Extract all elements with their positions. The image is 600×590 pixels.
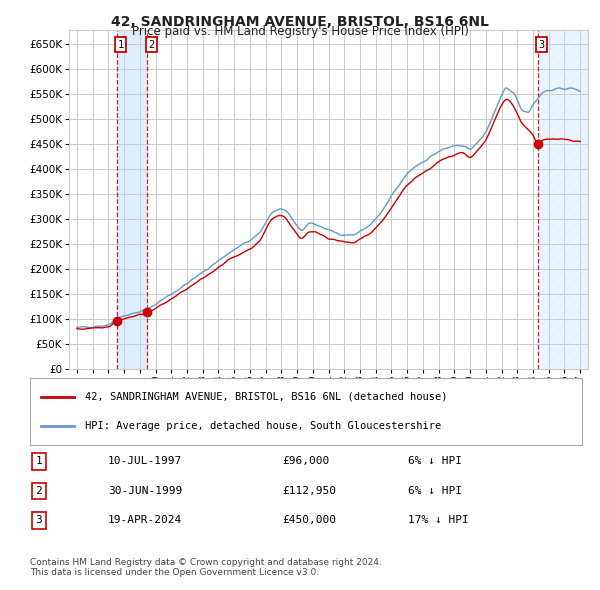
Text: 1: 1 [118, 40, 124, 50]
Text: 1: 1 [35, 457, 43, 466]
Text: 42, SANDRINGHAM AVENUE, BRISTOL, BS16 6NL: 42, SANDRINGHAM AVENUE, BRISTOL, BS16 6N… [111, 15, 489, 29]
Text: £96,000: £96,000 [282, 457, 329, 466]
Text: 10-JUL-1997: 10-JUL-1997 [108, 457, 182, 466]
Text: 6% ↓ HPI: 6% ↓ HPI [408, 486, 462, 496]
Bar [116, 30, 148, 369]
Text: Contains HM Land Registry data © Crown copyright and database right 2024.
This d: Contains HM Land Registry data © Crown c… [30, 558, 382, 577]
Text: 19-APR-2024: 19-APR-2024 [108, 516, 182, 525]
Text: 42, SANDRINGHAM AVENUE, BRISTOL, BS16 6NL (detached house): 42, SANDRINGHAM AVENUE, BRISTOL, BS16 6N… [85, 392, 448, 402]
Text: £112,950: £112,950 [282, 486, 336, 496]
Text: HPI: Average price, detached house, South Gloucestershire: HPI: Average price, detached house, Sout… [85, 421, 442, 431]
Text: 2: 2 [148, 40, 155, 50]
Text: Price paid vs. HM Land Registry's House Price Index (HPI): Price paid vs. HM Land Registry's House … [131, 25, 469, 38]
Text: 6% ↓ HPI: 6% ↓ HPI [408, 457, 462, 466]
Bar [538, 30, 588, 369]
Text: 3: 3 [35, 516, 43, 525]
Text: 30-JUN-1999: 30-JUN-1999 [108, 486, 182, 496]
Text: 17% ↓ HPI: 17% ↓ HPI [408, 516, 469, 525]
Text: 3: 3 [538, 40, 545, 50]
Text: £450,000: £450,000 [282, 516, 336, 525]
Text: 2: 2 [35, 486, 43, 496]
